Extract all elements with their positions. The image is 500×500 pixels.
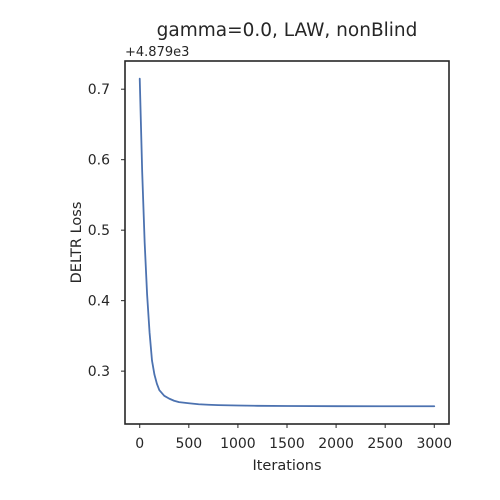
x-tick-label: 500 xyxy=(175,436,202,452)
y-tick-label: 0.4 xyxy=(88,294,110,310)
y-tick-label: 0.3 xyxy=(88,364,110,380)
series-line xyxy=(138,77,436,408)
y-tick-label: 0.7 xyxy=(88,82,110,98)
x-tick-label: 2500 xyxy=(367,436,403,452)
chart-title: gamma=0.0, LAW, nonBlind xyxy=(157,20,418,41)
x-tick-label: 1000 xyxy=(220,436,256,452)
y-axis-label: DELTR Loss xyxy=(69,202,85,284)
x-tick-label: 0 xyxy=(135,436,144,452)
x-tick-label: 1500 xyxy=(269,436,305,452)
y-axis-offset-label: +4.879e3 xyxy=(125,45,189,60)
plot-frame xyxy=(124,60,450,425)
x-tick-label: 3000 xyxy=(416,436,452,452)
x-tick-label: 2000 xyxy=(318,436,354,452)
x-axis-ticks: 0 500 1000 1500 2000 2500 3000 xyxy=(135,424,452,452)
y-tick-label: 0.6 xyxy=(88,153,110,169)
y-tick-label: 0.5 xyxy=(88,223,110,239)
x-axis-label: Iterations xyxy=(252,458,321,474)
y-axis-ticks: 0.3 0.4 0.5 0.6 0.7 xyxy=(88,82,125,380)
